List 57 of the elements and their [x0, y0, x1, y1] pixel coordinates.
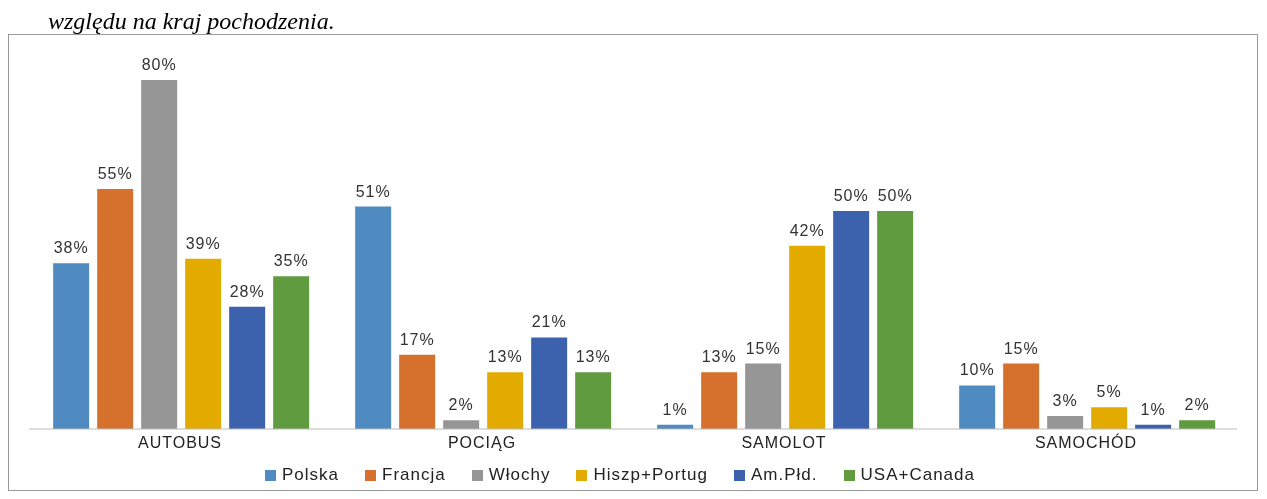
bar [399, 354, 436, 429]
bar [1091, 407, 1128, 429]
data-label: 1% [1140, 400, 1166, 418]
bar [53, 263, 90, 429]
bar [575, 372, 612, 429]
data-label: 13% [701, 348, 737, 366]
bar [1003, 363, 1040, 429]
bar [273, 276, 310, 429]
x-tick-label: SAMOLOT [741, 434, 827, 452]
data-label: 2% [448, 396, 474, 414]
bar [229, 306, 266, 429]
data-label: 15% [745, 339, 781, 357]
bar [1179, 420, 1216, 429]
data-label: 42% [789, 221, 825, 239]
data-label: 5% [1096, 383, 1122, 401]
data-label: 35% [273, 252, 309, 270]
bar [745, 363, 782, 429]
legend-label: Hiszp+Portug [592, 465, 708, 485]
bar [833, 210, 870, 429]
legend-label: Francja [381, 465, 446, 485]
bar [877, 210, 914, 429]
data-label: 51% [355, 182, 391, 200]
data-label: 10% [959, 361, 995, 379]
text: względu na kraj pochodzenia. [47, 8, 336, 34]
data-label: 39% [185, 234, 221, 252]
bar [1047, 415, 1084, 429]
bar [959, 385, 996, 429]
bar [443, 420, 480, 429]
data-label: 38% [53, 239, 89, 257]
bar [185, 258, 222, 429]
bar [531, 337, 568, 429]
bar [97, 189, 134, 429]
bar [141, 80, 178, 429]
data-label: 13% [575, 348, 611, 366]
data-label: 1% [662, 400, 688, 418]
x-tick-label: POCIĄG [447, 434, 517, 452]
data-label: 28% [229, 282, 265, 300]
bar [789, 245, 826, 429]
data-label: 13% [487, 348, 523, 366]
legend-label: Polska [281, 465, 340, 485]
x-tick-label: AUTOBUS [137, 434, 223, 452]
data-label: 55% [97, 165, 133, 183]
bar [487, 372, 524, 429]
data-label: 17% [399, 330, 435, 348]
legend-label: Włochy [487, 465, 551, 485]
data-label: 50% [877, 186, 913, 204]
data-label: 2% [1184, 396, 1210, 414]
data-label: 3% [1052, 391, 1078, 409]
data-label: 21% [531, 313, 567, 331]
bar [701, 372, 738, 429]
data-label: 15% [1003, 339, 1039, 357]
bar [355, 206, 392, 429]
data-label: 50% [833, 186, 869, 204]
legend-label: USA+Canada [859, 465, 975, 485]
x-tick-label: SAMOCHÓD [1034, 433, 1138, 452]
data-label: 80% [141, 56, 177, 73]
legend-label: Am.Płd. [750, 465, 818, 485]
